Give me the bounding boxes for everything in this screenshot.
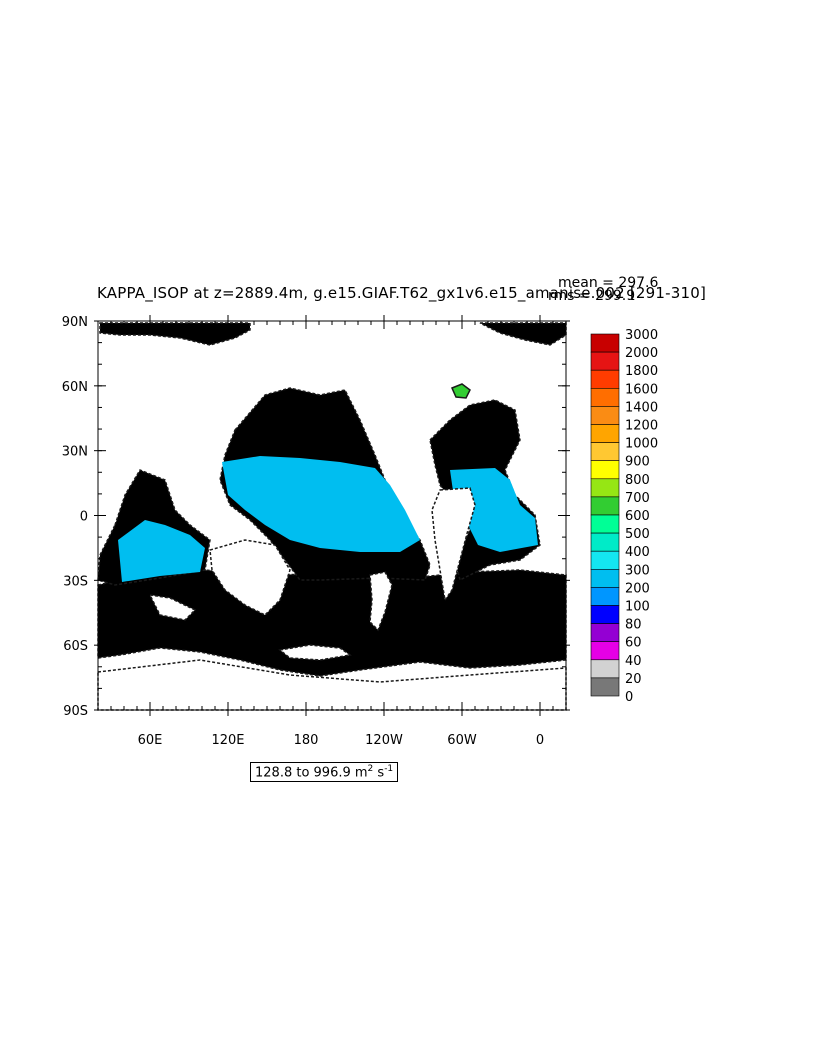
arctic-ocean bbox=[99, 322, 251, 346]
australia-land bbox=[209, 539, 291, 616]
indian-tropics bbox=[118, 520, 205, 582]
colorbar-swatch bbox=[590, 514, 620, 534]
colorbar-swatch bbox=[590, 387, 620, 407]
atlantic-tropics bbox=[450, 468, 538, 552]
colorbar-swatch bbox=[590, 333, 620, 353]
colorbar-swatch bbox=[590, 550, 620, 570]
lat-tick-label: 60S bbox=[63, 639, 88, 654]
colorbar-label: 0 bbox=[625, 690, 633, 705]
pacific-tropics bbox=[222, 456, 420, 552]
colorbar-label: 100 bbox=[625, 600, 650, 615]
range-exp1: 2 bbox=[367, 764, 374, 774]
colorbar-label: 1600 bbox=[625, 382, 658, 397]
lon-tick-label: 60E bbox=[138, 733, 163, 748]
mean-stat: mean = 297.6 bbox=[558, 275, 659, 291]
lat-tick-label: 90S bbox=[63, 704, 88, 719]
range-mid: s bbox=[373, 765, 385, 781]
colorbar-swatch bbox=[590, 424, 620, 443]
latitude-axis: 90N 60N 30N 0 30S 60S 90S bbox=[62, 315, 570, 719]
colorbar-swatch bbox=[590, 369, 620, 389]
high-value-patch bbox=[450, 383, 471, 399]
colorbar-swatch bbox=[590, 496, 620, 516]
colorbar-label: 400 bbox=[625, 545, 650, 560]
south-america-land bbox=[431, 487, 476, 602]
lat-tick-label: 60N bbox=[62, 380, 88, 395]
longitude-axis: 60E 120E 180 120W 60W 0 bbox=[97, 315, 567, 748]
lat-tick-label: 90N bbox=[62, 315, 88, 330]
lon-tick-label: 0 bbox=[536, 733, 544, 748]
colorbar-swatch bbox=[590, 532, 620, 552]
colorbar: 3000200018001600140012001000900800700600… bbox=[590, 328, 658, 705]
lat-tick-label: 30S bbox=[63, 574, 88, 589]
colorbar-label: 1800 bbox=[625, 364, 658, 379]
colorbar-label: 80 bbox=[625, 618, 642, 633]
colorbar-label: 500 bbox=[625, 527, 650, 542]
colorbar-swatch bbox=[590, 605, 620, 624]
range-exp2: -1 bbox=[384, 764, 394, 774]
colorbar-label: 1200 bbox=[625, 419, 658, 434]
colorbar-swatch bbox=[590, 641, 620, 661]
lat-tick-label: 0 bbox=[80, 510, 88, 525]
colorbar-label: 40 bbox=[625, 654, 642, 669]
land-masses bbox=[97, 487, 567, 711]
colorbar-swatch bbox=[590, 623, 620, 642]
colorbar-label: 300 bbox=[625, 563, 650, 578]
colorbar-label: 60 bbox=[625, 636, 642, 651]
colorbar-swatch bbox=[590, 568, 620, 588]
map-area bbox=[97, 320, 567, 711]
colorbar-swatch bbox=[590, 351, 620, 371]
lon-tick-label: 120W bbox=[365, 733, 403, 748]
range-prefix: 128.8 to 996.9 m bbox=[255, 765, 368, 781]
colorbar-swatch bbox=[590, 460, 620, 480]
colorbar-label: 600 bbox=[625, 509, 650, 524]
ridge-island-1 bbox=[369, 571, 393, 632]
colorbar-label: 700 bbox=[625, 491, 650, 506]
tropical-band bbox=[118, 456, 538, 582]
colorbar-swatch bbox=[590, 659, 620, 679]
range-label: 128.8 to 996.9 m2 s-1 bbox=[250, 762, 399, 783]
lon-tick-label: 180 bbox=[294, 733, 319, 748]
colorbar-swatch bbox=[590, 677, 620, 697]
lat-tick-label: 30N bbox=[62, 445, 88, 460]
colorbar-swatch bbox=[590, 442, 620, 462]
colorbar-swatch bbox=[590, 478, 620, 498]
colorbar-swatch bbox=[590, 587, 620, 606]
ridge-island-2 bbox=[148, 594, 197, 621]
colorbar-label: 20 bbox=[625, 672, 642, 687]
colorbar-label: 900 bbox=[625, 455, 650, 470]
colorbar-label: 800 bbox=[625, 473, 650, 488]
colorbar-label: 1400 bbox=[625, 400, 658, 415]
plot-title: KAPPA_ISOP at z=2889.4m, g.e15.GIAF.T62_… bbox=[97, 284, 707, 302]
colorbar-label: 1000 bbox=[625, 437, 658, 452]
rms-stat: rms = 299.9 bbox=[548, 288, 636, 304]
lon-tick-label: 60W bbox=[447, 733, 477, 748]
colorbar-label: 200 bbox=[625, 581, 650, 596]
lon-tick-label: 120E bbox=[211, 733, 244, 748]
colorbar-swatch bbox=[590, 406, 620, 425]
antarctica-land bbox=[97, 659, 567, 711]
ridge-island-3 bbox=[278, 644, 352, 661]
colorbar-label: 3000 bbox=[625, 328, 658, 343]
colorbar-label: 2000 bbox=[625, 346, 658, 361]
